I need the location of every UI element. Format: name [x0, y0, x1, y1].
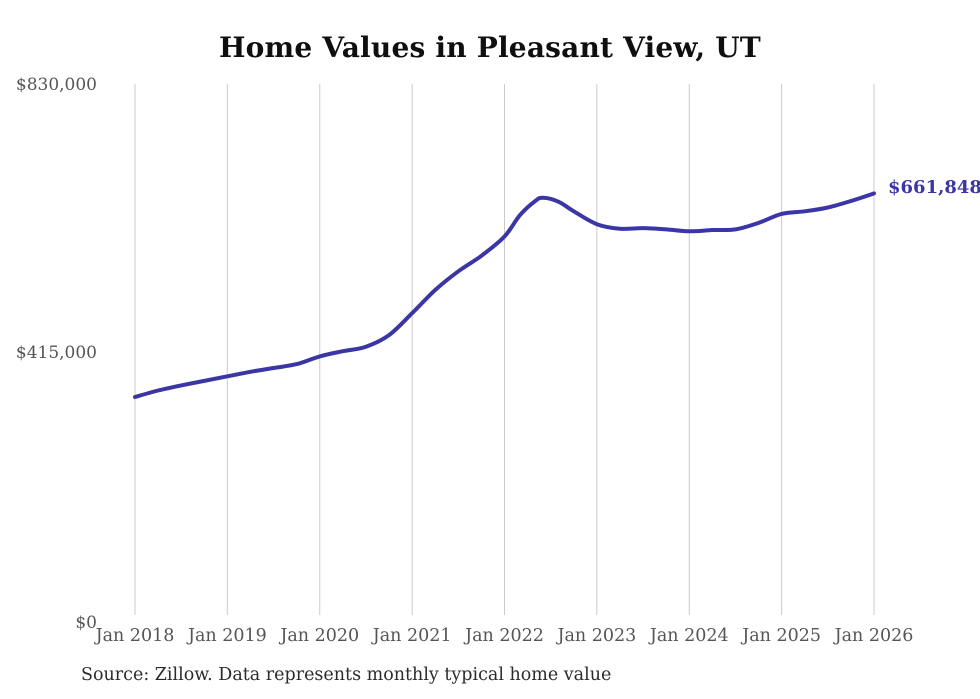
y-tick-label: $415,000: [15, 342, 97, 363]
x-tick-label: Jan 2019: [187, 626, 267, 646]
home-value-line: [133, 191, 876, 399]
y-tick-label: $830,000: [15, 75, 97, 95]
latest-value-label: $661,848: [888, 177, 980, 199]
source-note: Source: Zillow. Data represents monthly …: [81, 665, 612, 685]
x-tick-label: Jan 2020: [280, 626, 360, 646]
x-tick-label: Jan 2022: [465, 626, 544, 646]
x-tick-label: Jan 2021: [372, 626, 452, 646]
x-tick-label: Jan 2023: [557, 626, 637, 646]
x-tick-label: Jan 2018: [95, 626, 175, 646]
x-tick-label: Jan 2025: [742, 626, 822, 646]
chart-title: Home Values in Pleasant View, UT: [219, 31, 761, 64]
x-tick-label: Jan 2026: [834, 626, 914, 646]
x-tick-label: Jan 2024: [649, 626, 729, 646]
y-tick-label: $0: [75, 613, 97, 633]
